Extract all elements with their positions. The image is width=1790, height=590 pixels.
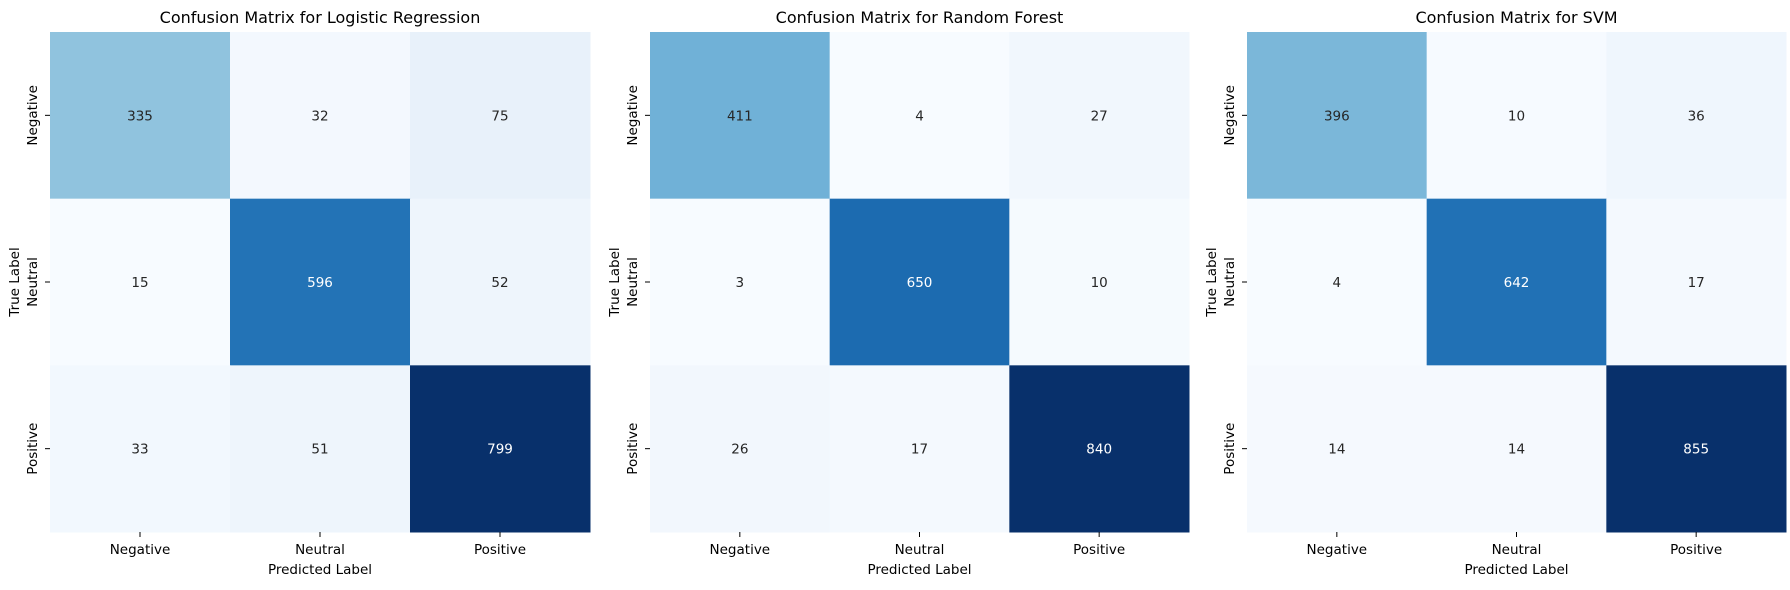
cell-value-label: 15	[131, 275, 148, 291]
heatmap-cell	[1606, 365, 1787, 533]
x-tick-label: Positive	[474, 542, 526, 558]
heatmap-cell	[230, 198, 411, 366]
cell-value-label: 14	[1508, 442, 1525, 458]
heatmap-cell	[230, 32, 411, 200]
y-axis-label: True Label	[7, 247, 23, 317]
heatmap-cell	[1247, 32, 1428, 200]
heatmap-cell	[1247, 365, 1428, 533]
chart-title: Confusion Matrix for Logistic Regression	[160, 8, 481, 27]
cell-value-label: 411	[727, 108, 753, 124]
heatmap-cell	[650, 32, 831, 200]
x-axis-label: Predicted Label	[867, 562, 971, 578]
heatmap-cell	[50, 198, 231, 366]
heatmap-cell	[1426, 198, 1607, 366]
heatmap-cell	[410, 198, 591, 366]
cell-value-label: 27	[1091, 108, 1108, 124]
x-tick-label: Positive	[1670, 542, 1722, 558]
cell-value-label: 4	[915, 108, 924, 124]
x-tick-label: Negative	[710, 542, 771, 558]
cell-value-label: 4	[1333, 275, 1342, 291]
heatmap-cell	[1426, 32, 1607, 200]
heatmap-cell	[1009, 365, 1190, 533]
cell-value-label: 855	[1683, 442, 1709, 458]
x-tick-label: Neutral	[1492, 542, 1542, 558]
y-tick-label: Positive	[625, 423, 641, 475]
heatmap-cell	[50, 365, 231, 533]
cell-value-label: 33	[131, 442, 148, 458]
cell-value-label: 75	[491, 108, 508, 124]
heatmap-cell	[1009, 198, 1190, 366]
cell-value-label: 10	[1508, 108, 1525, 124]
y-tick-label: Negative	[625, 85, 641, 146]
cell-value-label: 335	[127, 108, 153, 124]
cell-value-label: 396	[1324, 108, 1350, 124]
cell-value-label: 36	[1688, 108, 1705, 124]
heatmap-cell	[410, 32, 591, 200]
heatmap-cell	[230, 365, 411, 533]
x-tick-label: Neutral	[895, 542, 945, 558]
y-tick-label: Neutral	[625, 257, 641, 307]
cell-value-label: 3	[736, 275, 745, 291]
x-axis-label: Predicted Label	[268, 562, 372, 578]
heatmap-cell	[1606, 32, 1787, 200]
y-axis-label: True Label	[1204, 247, 1220, 317]
y-tick-label: Positive	[1222, 423, 1238, 475]
cell-value-label: 10	[1091, 275, 1108, 291]
heatmap-cell	[1426, 365, 1607, 533]
y-tick-label: Negative	[1222, 85, 1238, 146]
cell-value-label: 51	[311, 442, 328, 458]
heatmap-cell	[1247, 198, 1428, 366]
heatmap-cell	[829, 198, 1010, 366]
chart-title: Confusion Matrix for Random Forest	[776, 8, 1064, 27]
cell-value-label: 799	[487, 442, 513, 458]
chart-title: Confusion Matrix for SVM	[1415, 8, 1617, 27]
x-axis-label: Predicted Label	[1464, 562, 1568, 578]
cell-value-label: 840	[1086, 442, 1112, 458]
y-tick-label: Neutral	[1222, 257, 1238, 307]
heatmap-cell	[650, 365, 831, 533]
heatmap-cell	[829, 365, 1010, 533]
heatmap-cell	[829, 32, 1010, 200]
x-tick-label: Neutral	[295, 542, 345, 558]
x-tick-label: Negative	[110, 542, 171, 558]
cell-value-label: 32	[311, 108, 328, 124]
x-tick-label: Negative	[1307, 542, 1368, 558]
y-tick-label: Positive	[25, 423, 41, 475]
cell-value-label: 52	[491, 275, 508, 291]
heatmap-cell	[50, 32, 231, 200]
y-tick-label: Neutral	[25, 257, 41, 307]
heatmap-cell	[410, 365, 591, 533]
cell-value-label: 17	[911, 442, 928, 458]
cell-value-label: 26	[731, 442, 748, 458]
cell-value-label: 650	[907, 275, 933, 291]
y-axis-label: True Label	[607, 247, 623, 317]
heatmap-cell	[650, 198, 831, 366]
x-tick-label: Positive	[1073, 542, 1125, 558]
cell-value-label: 642	[1504, 275, 1530, 291]
heatmap-cell	[1009, 32, 1190, 200]
cell-value-label: 596	[307, 275, 333, 291]
y-tick-label: Negative	[25, 85, 41, 146]
cell-value-label: 17	[1688, 275, 1705, 291]
cell-value-label: 14	[1328, 442, 1345, 458]
heatmap-cell	[1606, 198, 1787, 366]
